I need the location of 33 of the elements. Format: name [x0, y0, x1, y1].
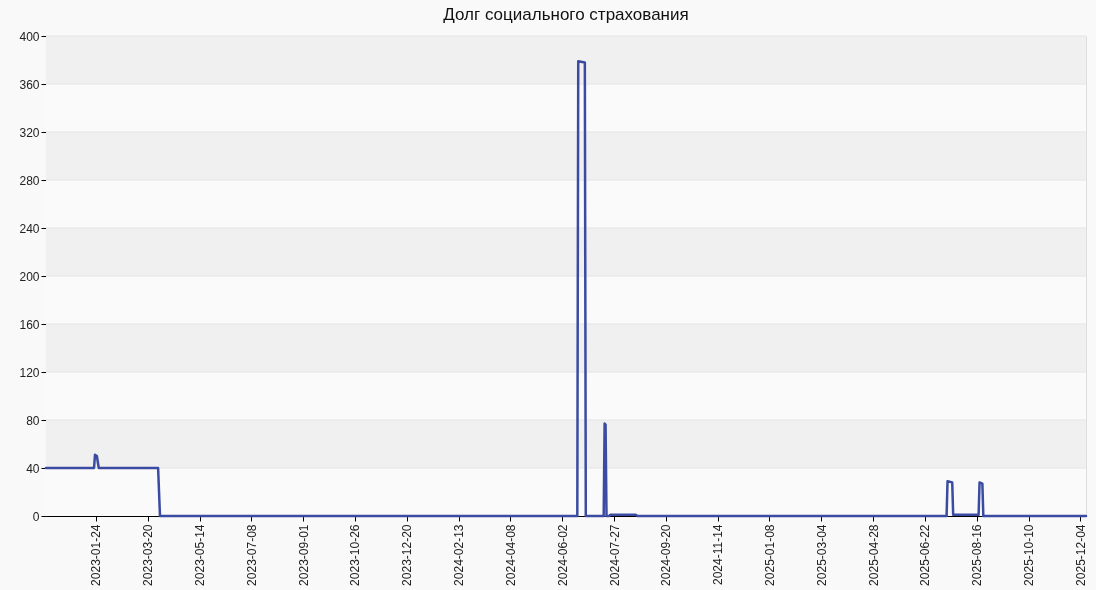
y-tick-label: 400 — [19, 29, 40, 44]
x-tick-label: 2025-03-04 — [814, 524, 829, 586]
x-tick-label: 2023-09-01 — [296, 524, 311, 586]
y-tick-label: 320 — [19, 125, 40, 140]
x-tick-label: 2024-02-13 — [452, 524, 467, 586]
y-tick-label: 0 — [32, 509, 40, 524]
x-tick-label: 2024-07-27 — [607, 524, 622, 586]
chart-title: Долг социального страхования — [443, 5, 689, 24]
x-tick-label: 2023-12-20 — [400, 524, 415, 586]
x-tick-label: 2025-08-16 — [970, 524, 985, 586]
y-tick-label: 200 — [19, 269, 40, 284]
line-series — [44, 59, 1088, 518]
x-tick-label: 2023-10-26 — [348, 524, 363, 586]
x-tick-label: 2025-06-22 — [918, 524, 933, 586]
x-tick-label: 2025-01-08 — [762, 524, 777, 586]
y-tick-label: 160 — [19, 317, 40, 332]
y-tick-label: 40 — [26, 461, 40, 476]
x-tick-label: 2025-04-28 — [866, 524, 881, 586]
x-tick-label: 2024-04-08 — [503, 524, 518, 586]
x-tick-label: 2025-10-10 — [1022, 524, 1037, 586]
y-tick-label: 120 — [19, 365, 40, 380]
x-tick-label: 2024-09-20 — [659, 524, 674, 586]
y-tick-label: 280 — [19, 173, 40, 188]
x-tick-label: 2023-07-08 — [244, 524, 259, 586]
y-tick-label: 360 — [19, 77, 40, 92]
y-tick-label: 80 — [26, 413, 40, 428]
x-tick-label: 2025-12-04 — [1073, 524, 1088, 586]
x-tick-label: 2023-05-14 — [193, 524, 208, 586]
x-tick-label: 2024-06-02 — [555, 524, 570, 586]
y-tick-label: 240 — [19, 221, 40, 236]
x-tick-label: 2023-01-24 — [89, 524, 104, 586]
x-tick-label: 2023-03-20 — [141, 524, 156, 586]
x-tick-label: 2024-11-14 — [711, 524, 726, 585]
